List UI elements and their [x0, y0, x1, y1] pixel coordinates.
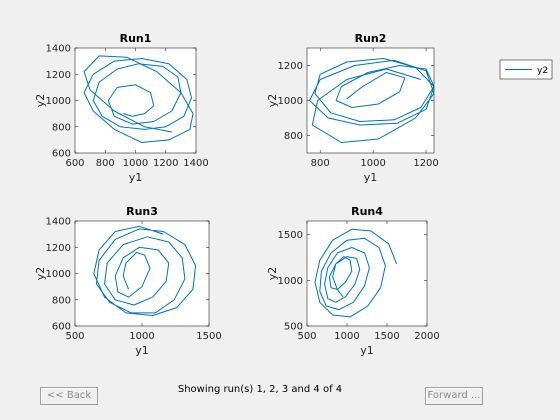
y-axis-label: y2	[34, 267, 47, 281]
subplot-title: Run2	[355, 32, 387, 45]
x-tick-label: 1200	[413, 158, 438, 169]
x-tick-label: 800	[96, 158, 115, 169]
subplot-title: Run4	[351, 205, 383, 218]
y-tick-label: 1200	[46, 243, 71, 254]
y-axis-label: y2	[266, 267, 279, 281]
x-tick-label: 1200	[153, 158, 178, 169]
legend: y2	[499, 59, 553, 80]
subplot-run1: 600 800 1000 1200 1400 600 800 1000 1200 1400 Run1…	[34, 32, 209, 184]
x-tick-label: 1000	[360, 158, 385, 169]
y-tick-label: 1400	[46, 44, 71, 55]
y-tick-label: 1200	[278, 61, 303, 72]
axes-area	[307, 221, 427, 326]
y-tick-label: 1000	[46, 269, 71, 280]
axes-area	[307, 48, 434, 153]
y-axis-label: y2	[34, 94, 47, 108]
x-tick-label: 1500	[196, 331, 221, 342]
y-tick-label: 1000	[278, 96, 303, 107]
x-axis-label: y1	[360, 344, 374, 357]
subplot-run2: 800 1000 1200 800 1000 1200 Run2 y1 y2	[266, 32, 439, 184]
legend-label: y2	[537, 66, 548, 76]
axes-area	[75, 221, 209, 326]
y-tick-label: 1500	[278, 230, 303, 241]
subplot-run4: 500 1000 1500 2000 500 1000 1500 Run4 y1 y2	[266, 205, 440, 357]
plots-group: 600 800 1000 1200 1400 600 800 1000 1200 1400 Run1…	[34, 32, 440, 357]
series-line-run1	[83, 55, 194, 143]
x-axis-label: y1	[135, 344, 149, 357]
x-tick-label: 1000	[129, 331, 154, 342]
subplot-title: Run1	[120, 32, 152, 45]
forward-button[interactable]: Forward ...	[425, 387, 483, 405]
y-tick-label: 1200	[46, 70, 71, 81]
subplot-run3: 500 1000 1500 600 800 1000 1200 1400 Run3 y1 y2	[34, 205, 222, 357]
y-tick-label: 600	[52, 149, 71, 160]
y-tick-label: 500	[284, 322, 303, 333]
series-line-run4	[314, 228, 398, 318]
axes-box	[306, 220, 428, 327]
x-tick-label: 1400	[183, 158, 208, 169]
x-tick-label: 500	[297, 331, 316, 342]
x-tick-label: 1000	[334, 331, 359, 342]
back-button[interactable]: << Back	[40, 387, 98, 405]
x-tick-label: 2000	[414, 331, 439, 342]
x-axis-label: y1	[129, 171, 143, 184]
series-line-run2	[309, 58, 434, 143]
axes-area	[75, 48, 196, 153]
y-tick-label: 800	[52, 295, 71, 306]
subplot-title: Run3	[126, 205, 158, 218]
y-tick-label: 1400	[46, 217, 71, 228]
x-tick-label: 1000	[123, 158, 148, 169]
x-tick-label: 500	[65, 331, 84, 342]
y-tick-label: 800	[52, 122, 71, 133]
y-tick-label: 1000	[278, 276, 303, 287]
x-tick-label: 800	[311, 158, 330, 169]
series-line-run3	[93, 225, 197, 316]
y-axis-label: y2	[266, 94, 279, 108]
status-text: Showing run(s) 1, 2, 3 and 4 of 4	[177, 384, 343, 395]
y-tick-label: 800	[284, 131, 303, 142]
x-tick-label: 1500	[374, 331, 399, 342]
x-axis-label: y1	[364, 171, 378, 184]
x-tick-label: 600	[65, 158, 84, 169]
y-tick-label: 1000	[46, 96, 71, 107]
y-tick-label: 600	[52, 322, 71, 333]
